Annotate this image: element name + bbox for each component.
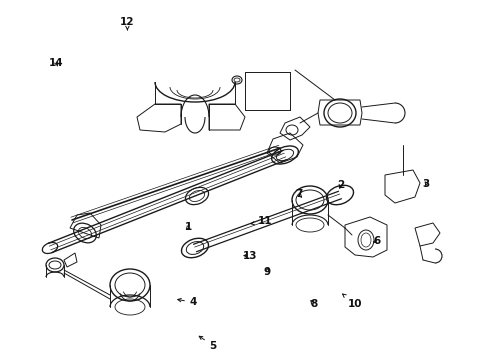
Text: 7: 7 bbox=[295, 189, 303, 199]
Text: 13: 13 bbox=[243, 251, 257, 261]
Text: 8: 8 bbox=[310, 299, 317, 309]
Text: 9: 9 bbox=[264, 267, 270, 277]
Text: 3: 3 bbox=[423, 179, 430, 189]
Text: 2: 2 bbox=[337, 180, 344, 190]
Text: 5: 5 bbox=[199, 336, 217, 351]
Text: 4: 4 bbox=[178, 297, 197, 307]
Text: 1: 1 bbox=[185, 222, 192, 232]
Text: 6: 6 bbox=[373, 236, 381, 246]
Text: 14: 14 bbox=[49, 58, 64, 68]
Text: 12: 12 bbox=[120, 17, 135, 30]
Text: 11: 11 bbox=[251, 216, 272, 226]
Text: 10: 10 bbox=[343, 294, 363, 309]
